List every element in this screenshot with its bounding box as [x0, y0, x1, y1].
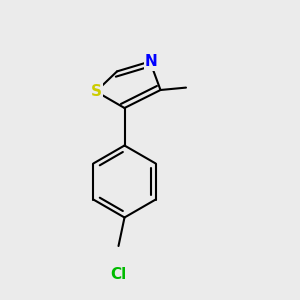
Text: S: S	[91, 84, 101, 99]
Text: Cl: Cl	[110, 267, 127, 282]
Text: N: N	[145, 54, 158, 69]
